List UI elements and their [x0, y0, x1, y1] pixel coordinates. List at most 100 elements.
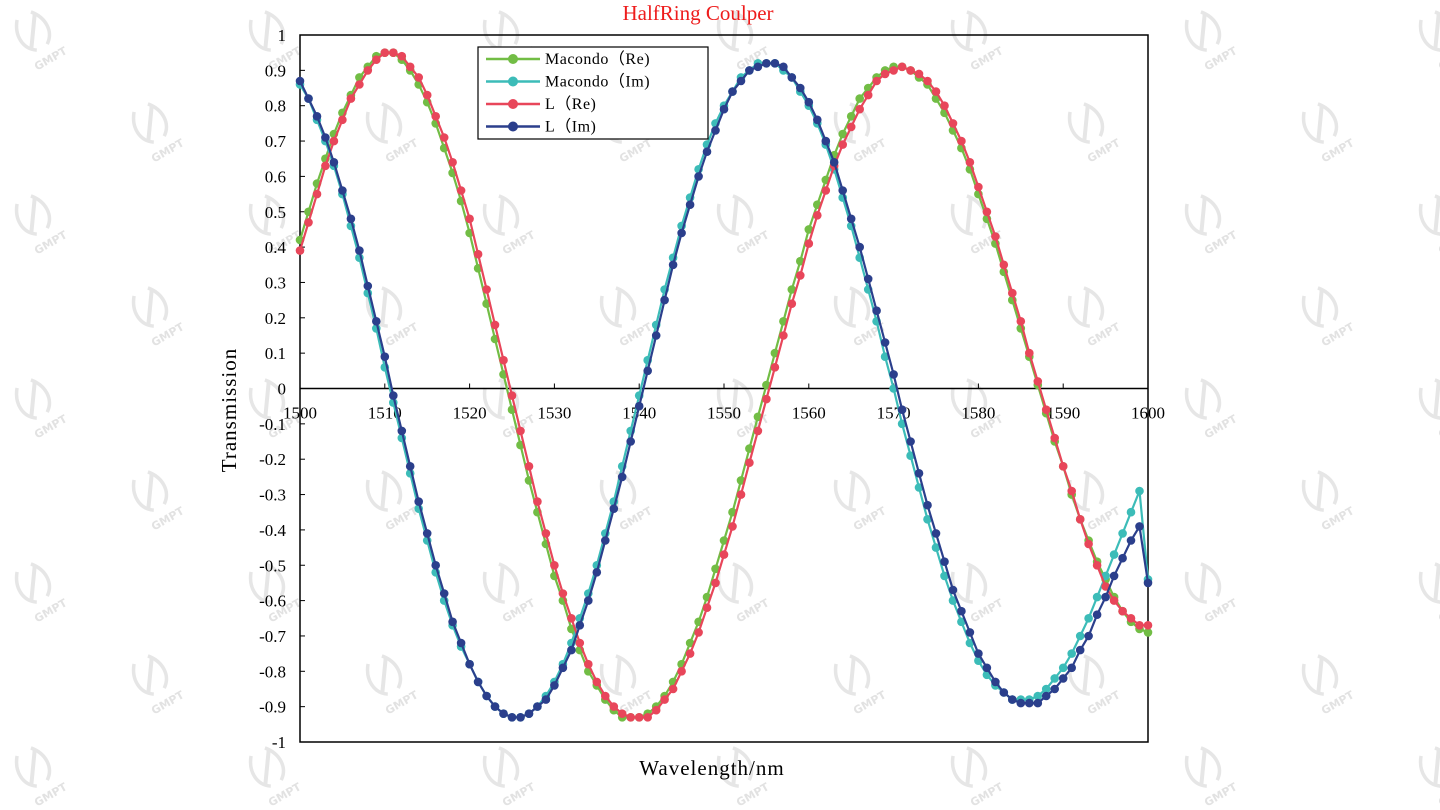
watermark-tile: GMPT	[476, 742, 538, 809]
watermark-tile: GMPT	[1061, 650, 1123, 717]
gmpt-logo-icon	[1412, 742, 1440, 793]
data-point	[1084, 539, 1093, 549]
data-point	[490, 320, 500, 330]
data-point	[897, 62, 907, 72]
gmpt-logo-icon	[1412, 190, 1440, 241]
data-point	[796, 271, 805, 280]
data-point	[473, 677, 483, 687]
data-point	[855, 104, 864, 114]
y-tick-label: -0.6	[259, 592, 286, 611]
data-point	[626, 713, 635, 722]
data-point	[634, 401, 644, 411]
watermark-text: GMPT	[968, 780, 1006, 809]
data-point	[965, 638, 975, 648]
data-point	[1075, 645, 1085, 655]
data-point	[1109, 550, 1119, 559]
y-tick-label: 0.1	[265, 344, 286, 363]
gmpt-logo-icon	[710, 190, 760, 241]
watermark-text: GMPT	[968, 44, 1006, 73]
data-point	[609, 702, 619, 711]
data-point	[711, 126, 720, 135]
data-point	[507, 713, 517, 722]
data-point	[762, 59, 771, 68]
data-point	[1058, 462, 1068, 471]
data-point	[431, 112, 441, 121]
watermark-text: GMPT	[500, 780, 538, 809]
watermark-tile: GMPT	[1412, 742, 1440, 809]
data-point	[779, 62, 788, 72]
data-point	[702, 147, 712, 156]
data-point	[923, 515, 932, 524]
legend: Macondo（Re) Macondo（Im) L（Re) L（Im)	[477, 46, 709, 140]
data-point	[1092, 610, 1102, 619]
legend-label: Macondo（Im)	[545, 73, 650, 91]
data-point	[745, 458, 754, 468]
gmpt-logo-icon	[125, 98, 175, 149]
data-point	[355, 246, 364, 255]
watermark-tile: GMPT	[1295, 98, 1357, 165]
watermark-tile: GMPT	[827, 650, 889, 717]
x-tick-label: 1580	[961, 404, 995, 423]
y-tick-label: 0.4	[265, 238, 287, 257]
data-point	[397, 51, 407, 61]
data-point	[524, 462, 534, 471]
data-point	[456, 186, 466, 195]
data-point	[787, 73, 797, 82]
data-point	[355, 80, 364, 89]
data-point	[643, 366, 652, 376]
data-point	[813, 115, 822, 125]
legend-label: L（Re)	[545, 95, 596, 113]
gmpt-logo-icon	[8, 558, 58, 609]
data-point	[1118, 529, 1127, 538]
data-point	[931, 543, 941, 552]
watermark-tile: GMPT	[1295, 650, 1357, 717]
data-point	[872, 76, 881, 86]
data-point	[813, 211, 822, 220]
data-point	[668, 260, 678, 270]
watermark-text: GMPT	[32, 44, 70, 73]
data-point	[677, 228, 686, 238]
gmpt-logo-icon	[944, 742, 994, 793]
gmpt-logo-icon	[1178, 6, 1228, 57]
data-point	[1058, 674, 1068, 683]
data-point	[558, 663, 568, 673]
data-point	[575, 621, 585, 630]
data-point	[304, 218, 313, 227]
gmpt-logo-icon	[476, 558, 526, 609]
data-point	[397, 426, 407, 436]
y-tick-label: -0.7	[259, 627, 286, 646]
data-point	[1109, 596, 1119, 605]
watermark-tile: GMPT	[1178, 190, 1240, 257]
data-point	[863, 90, 873, 100]
data-point	[1050, 433, 1059, 443]
data-point	[948, 585, 958, 595]
data-point	[711, 564, 720, 574]
watermark-tile: GMPT	[1178, 558, 1240, 625]
y-tick-label: 0.6	[265, 167, 286, 186]
y-tick-label: 0.5	[265, 203, 286, 222]
data-point	[745, 66, 754, 75]
y-axis-label: Transmission	[217, 348, 241, 472]
watermark-text: GMPT	[149, 136, 187, 165]
data-point	[991, 232, 1000, 241]
data-point	[329, 158, 339, 167]
watermark-text: GMPT	[1202, 780, 1240, 809]
data-point	[846, 112, 856, 121]
data-point	[931, 87, 941, 96]
watermark-tile: GMPT	[8, 6, 70, 73]
data-point	[516, 713, 525, 722]
watermark-tile: GMPT	[125, 650, 187, 717]
data-point	[346, 214, 356, 224]
y-tick-label: -0.5	[259, 556, 286, 575]
data-point	[584, 659, 593, 669]
data-point	[567, 614, 576, 623]
data-point	[1033, 691, 1043, 701]
data-point	[482, 691, 491, 701]
data-point	[846, 214, 856, 224]
data-point	[617, 472, 627, 482]
series-line	[299, 62, 1150, 719]
data-point	[1126, 614, 1136, 623]
data-point	[1067, 649, 1076, 658]
data-point	[736, 76, 746, 86]
